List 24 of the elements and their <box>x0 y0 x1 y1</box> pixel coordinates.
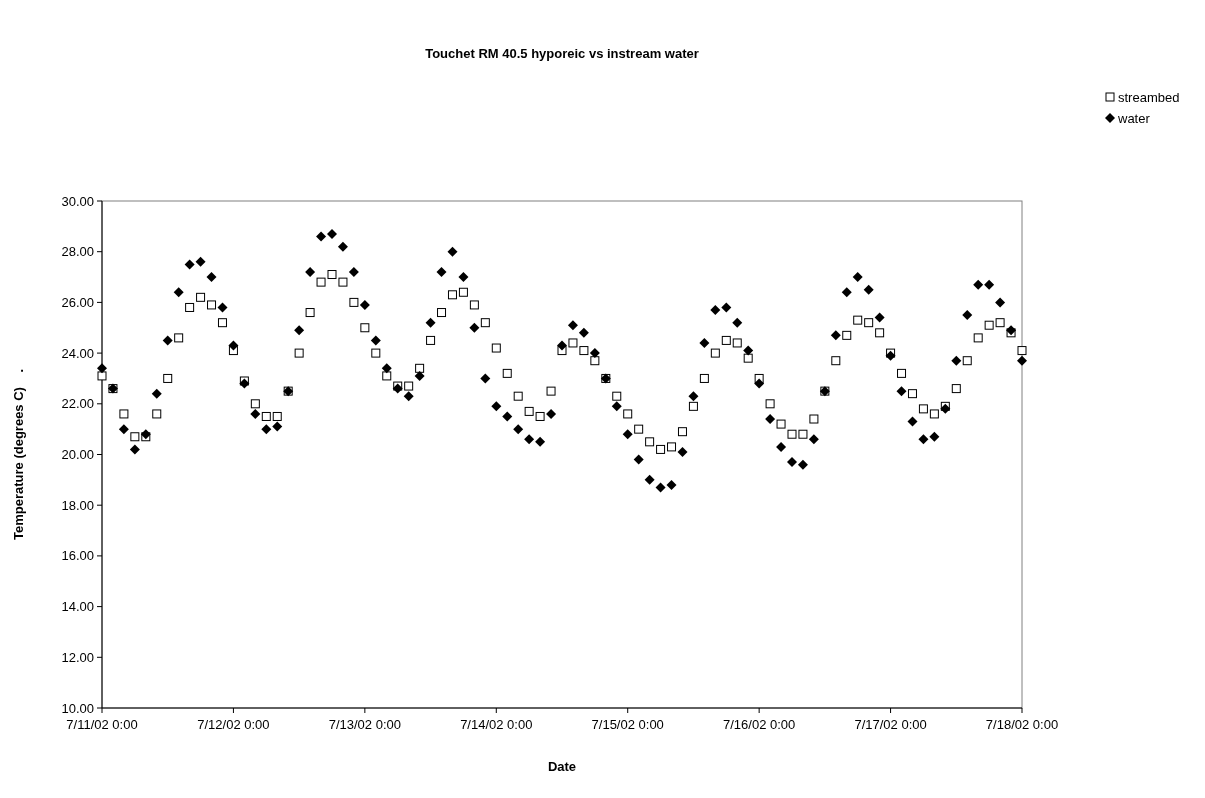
y-tick-label: 28.00 <box>61 244 94 260</box>
x-tick-label: 7/13/02 0:00 <box>328 717 402 732</box>
y-tick-label: 24.00 <box>61 345 94 361</box>
x-tick-label: 7/17/02 0:00 <box>854 717 927 732</box>
x-tick-label: 7/18/02 0:00 <box>985 717 1059 732</box>
y-tick-label: 26.00 <box>61 294 94 310</box>
x-tick-label: 7/15/02 0:00 <box>591 717 664 732</box>
y-tick-label: 30.00 <box>61 193 94 209</box>
y-tick-label: 22.00 <box>61 396 94 412</box>
y-axis-title: Temperature (degrees C) . <box>11 369 26 540</box>
x-axis-title: Date <box>547 759 577 774</box>
y-tick-label: 16.00 <box>61 548 94 564</box>
y-tick-label: 18.00 <box>61 497 94 513</box>
x-tick-label: 7/11/02 0:00 <box>66 717 138 732</box>
x-tick-label: 7/12/02 0:00 <box>197 717 270 732</box>
x-tick-label: 7/16/02 0:00 <box>722 717 796 732</box>
y-tick-label: 10.00 <box>61 700 94 716</box>
legend-label: streambed <box>1118 89 1180 105</box>
chart-title: Touchet RM 40.5 hyporeic vs instream water <box>425 46 699 61</box>
y-tick-label: 20.00 <box>61 447 94 463</box>
y-tick-label: 14.00 <box>61 599 94 615</box>
legend-label: water <box>1117 110 1151 126</box>
y-tick-label: 12.00 <box>61 649 94 665</box>
x-tick-label: 7/14/02 0:00 <box>460 717 533 732</box>
